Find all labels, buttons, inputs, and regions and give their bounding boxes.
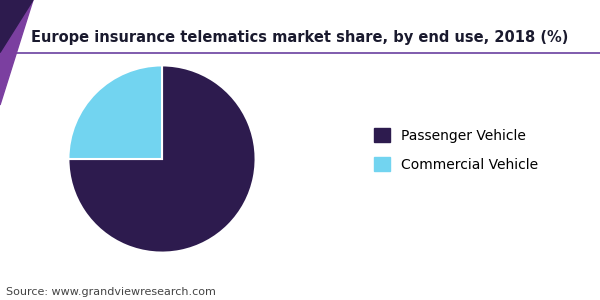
Wedge shape bbox=[68, 65, 162, 159]
Text: Europe insurance telematics market share, by end use, 2018 (%): Europe insurance telematics market share… bbox=[31, 30, 569, 45]
Wedge shape bbox=[68, 65, 256, 253]
Text: Source: www.grandviewresearch.com: Source: www.grandviewresearch.com bbox=[6, 287, 216, 297]
Legend: Passenger Vehicle, Commercial Vehicle: Passenger Vehicle, Commercial Vehicle bbox=[374, 128, 538, 172]
